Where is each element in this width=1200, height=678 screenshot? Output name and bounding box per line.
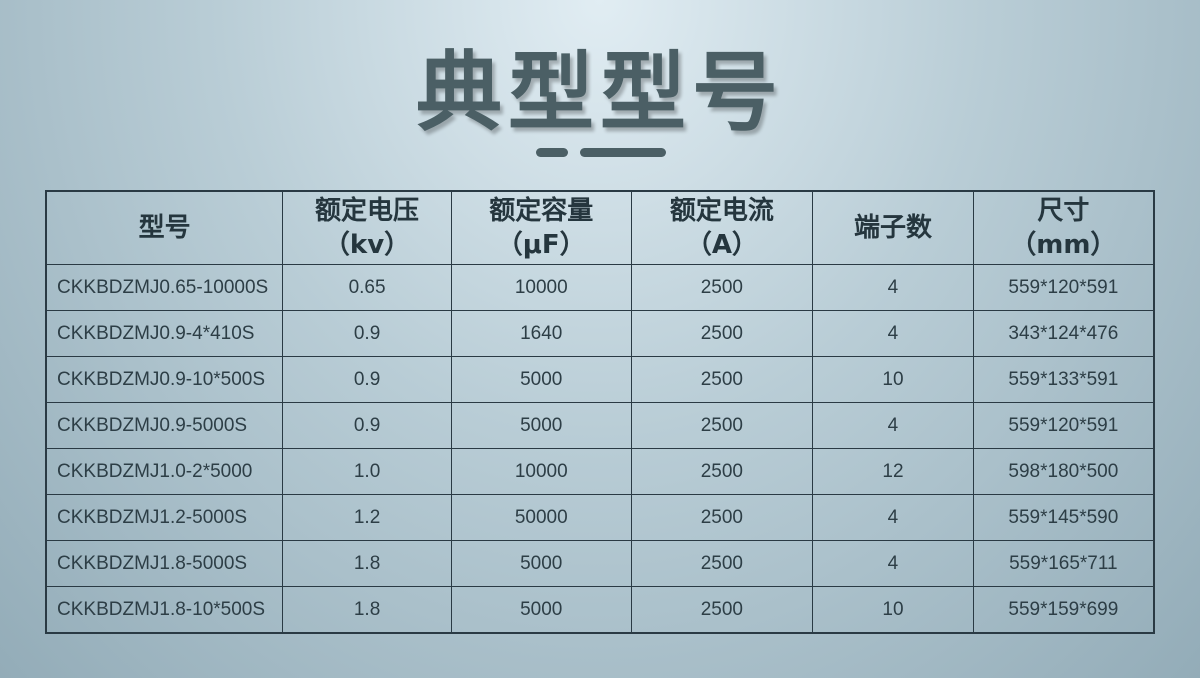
cell-rated-capacity: 10000 [450, 448, 632, 495]
cell-rated-current: 2500 [630, 494, 814, 541]
cell-rated-current: 2500 [630, 448, 814, 495]
header-rated-capacity: 额定容量 （μF） [450, 190, 632, 265]
title-divider-short [536, 148, 568, 157]
cell-model: CKKBDZMJ1.0-2*5000 [45, 448, 284, 495]
page-title: 典型型号 [416, 43, 784, 143]
header-text: 端子数 [853, 213, 932, 243]
cell-dimensions: 559*120*591 [972, 402, 1155, 449]
header-text: （μF） [496, 230, 586, 260]
header-terminal-count: 端子数 [812, 190, 974, 265]
cell-terminal-count: 12 [812, 448, 974, 495]
cell-rated-current: 2500 [630, 310, 814, 357]
header-model: 型号 [45, 190, 284, 265]
cell-terminal-count: 4 [812, 540, 974, 587]
header-text: 额定电流 [669, 196, 774, 226]
header-text: （A） [685, 230, 758, 260]
table-row: CKKBDZMJ0.65-10000S 0.65 10000 2500 4 559*120… [45, 264, 1155, 311]
cell-model: CKKBDZMJ1.8-5000S [45, 540, 284, 587]
cell-rated-current: 2500 [630, 402, 814, 449]
cell-terminal-count: 4 [812, 264, 974, 311]
cell-model: CKKBDZMJ0.65-10000S [45, 264, 284, 311]
cell-dimensions: 559*165*711 [972, 540, 1155, 587]
cell-rated-current: 2500 [630, 586, 814, 634]
model-table: 型号 额定电压 （kv） 额定容量 （μF） 额定电流 （A） 端子数 尺寸 （mm） CKKBD… [45, 190, 1155, 634]
table-row: CKKBDZMJ1.0-2*5000 1.0 10000 2500 12 598*180*… [45, 448, 1155, 495]
cell-dimensions: 598*180*500 [972, 448, 1155, 495]
cell-rated-voltage: 1.8 [282, 540, 452, 587]
cell-model: CKKBDZMJ0.9-4*410S [45, 310, 284, 357]
header-text: 额定容量 [489, 196, 594, 226]
cell-model: CKKBDZMJ0.9-5000S [45, 402, 284, 449]
cell-rated-voltage: 1.8 [282, 586, 452, 634]
cell-terminal-count: 4 [812, 310, 974, 357]
cell-rated-capacity: 5000 [450, 402, 632, 449]
table-header-row: 型号 额定电压 （kv） 额定容量 （μF） 额定电流 （A） 端子数 尺寸 （mm） [45, 190, 1155, 265]
cell-rated-voltage: 0.9 [282, 356, 452, 403]
cell-terminal-count: 10 [812, 356, 974, 403]
cell-dimensions: 343*124*476 [972, 310, 1155, 357]
cell-dimensions: 559*145*590 [972, 494, 1155, 541]
cell-rated-capacity: 5000 [450, 586, 632, 634]
cell-rated-voltage: 1.0 [282, 448, 452, 495]
cell-rated-voltage: 0.9 [282, 402, 452, 449]
cell-model: CKKBDZMJ1.2-5000S [45, 494, 284, 541]
header-text: （mm） [1010, 230, 1117, 260]
title-divider-long [580, 148, 666, 157]
table-row: CKKBDZMJ0.9-5000S 0.9 5000 2500 4 559*120*591 [45, 402, 1155, 449]
cell-model: CKKBDZMJ0.9-10*500S [45, 356, 284, 403]
cell-rated-current: 2500 [630, 540, 814, 587]
header-dimensions: 尺寸 （mm） [972, 190, 1155, 265]
cell-rated-current: 2500 [630, 264, 814, 311]
cell-model: CKKBDZMJ1.8-10*500S [45, 586, 284, 634]
cell-rated-voltage: 0.9 [282, 310, 452, 357]
cell-rated-current: 2500 [630, 356, 814, 403]
header-rated-voltage: 额定电压 （kv） [282, 190, 452, 265]
table-row: CKKBDZMJ1.8-5000S 1.8 5000 2500 4 559*165*711 [45, 540, 1155, 587]
cell-rated-capacity: 5000 [450, 540, 632, 587]
table-row: CKKBDZMJ1.2-5000S 1.2 50000 2500 4 559*145*59… [45, 494, 1155, 541]
cell-rated-capacity: 1640 [450, 310, 632, 357]
header-text: 型号 [138, 213, 191, 243]
cell-rated-capacity: 50000 [450, 494, 632, 541]
cell-dimensions: 559*120*591 [972, 264, 1155, 311]
table-row: CKKBDZMJ0.9-10*500S 0.9 5000 2500 10 559*133*… [45, 356, 1155, 403]
cell-terminal-count: 4 [812, 402, 974, 449]
header-text: 额定电压 [315, 196, 420, 226]
cell-rated-capacity: 5000 [450, 356, 632, 403]
table-row: CKKBDZMJ1.8-10*500S 1.8 5000 2500 10 559*159*… [45, 586, 1155, 634]
header-rated-current: 额定电流 （A） [630, 190, 814, 265]
cell-dimensions: 559*133*591 [972, 356, 1155, 403]
cell-rated-voltage: 1.2 [282, 494, 452, 541]
cell-terminal-count: 10 [812, 586, 974, 634]
cell-rated-capacity: 10000 [450, 264, 632, 311]
cell-dimensions: 559*159*699 [972, 586, 1155, 634]
cell-terminal-count: 4 [812, 494, 974, 541]
header-text: （kv） [323, 230, 411, 260]
cell-rated-voltage: 0.65 [282, 264, 452, 311]
header-text: 尺寸 [1037, 196, 1090, 226]
table-row: CKKBDZMJ0.9-4*410S 0.9 1640 2500 4 343*124*47… [45, 310, 1155, 357]
